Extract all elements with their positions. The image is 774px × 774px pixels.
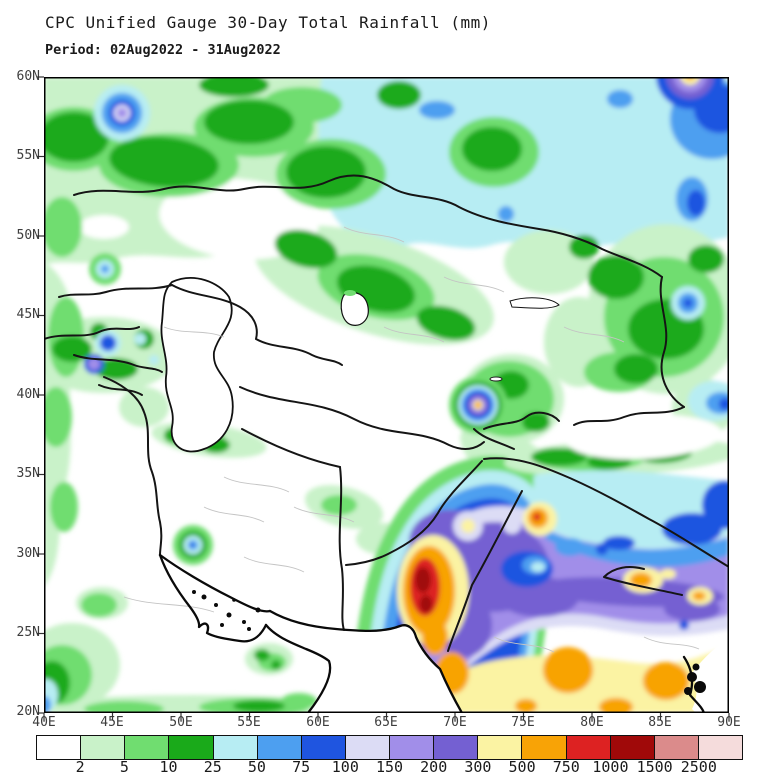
colorbar-cell: [478, 736, 523, 759]
colorbar: [36, 735, 743, 760]
lat-tick-label: 35N: [16, 466, 40, 481]
colorbar-cell: [345, 736, 390, 759]
lon-tick-label: 45E: [100, 715, 124, 730]
colorbar-level-label: 300: [464, 758, 492, 774]
lat-tick-label: 40N: [16, 387, 40, 402]
colorbar-cell: [81, 736, 126, 759]
lat-tick-label: 25N: [16, 625, 40, 640]
lon-tick-label: 65E: [374, 715, 398, 730]
colorbar-level-label: 10: [159, 758, 178, 774]
colorbar-cell: [610, 736, 655, 759]
colorbar-level-label: 750: [552, 758, 580, 774]
colorbar-cell: [37, 736, 82, 759]
coastlines: [158, 553, 706, 713]
colorbar-level-label: 500: [508, 758, 536, 774]
lon-tick-label: 55E: [237, 715, 261, 730]
lat-tick-label: 60N: [16, 69, 40, 84]
period-subtitle: Period: 02Aug2022 - 31Aug2022: [45, 42, 281, 58]
lon-tick-label: 80E: [580, 715, 604, 730]
colorbar-cell: [654, 736, 699, 759]
lat-tick-label: 20N: [16, 704, 40, 719]
lat-tick-label: 30N: [16, 546, 40, 561]
lon-tick-label: 85E: [648, 715, 672, 730]
colorbar-level-label: 25: [203, 758, 222, 774]
colorbar-level-label: 100: [331, 758, 359, 774]
colorbar-cell: [257, 736, 302, 759]
colorbar-level-label: 5: [119, 758, 129, 774]
lon-tick-label: 40E: [32, 715, 56, 730]
lon-tick-label: 90E: [717, 715, 741, 730]
colorbar-cell: [390, 736, 435, 759]
colorbar-level-label: 50: [247, 758, 266, 774]
lon-tick-label: 70E: [443, 715, 467, 730]
colorbar-cell: [169, 736, 214, 759]
colorbar-level-label: 2500: [680, 758, 717, 774]
lat-tick-label: 45N: [16, 307, 40, 322]
rainfall-shading: [44, 77, 729, 713]
colorbar-level-label: 1000: [592, 758, 629, 774]
colorbar-level-label: 1500: [636, 758, 673, 774]
lat-tick-label: 55N: [16, 148, 40, 163]
colorbar-cell: [301, 736, 346, 759]
colorbar-level-label: 75: [292, 758, 311, 774]
page-title: CPC Unified Gauge 30-Day Total Rainfall …: [45, 13, 491, 32]
lakes: [160, 277, 560, 453]
admin-boundaries: [123, 226, 700, 653]
colorbar-cell: [213, 736, 258, 759]
lon-tick-label: 75E: [511, 715, 535, 730]
colorbar-cell: [125, 736, 170, 759]
colorbar-cell: [698, 736, 742, 759]
colorbar-cell: [434, 736, 479, 759]
lat-tick-label: 50N: [16, 228, 40, 243]
colorbar-level-label: 150: [375, 758, 404, 774]
lon-tick-label: 50E: [169, 715, 193, 730]
colorbar-level-label: 200: [420, 758, 448, 774]
colorbar-cell: [522, 736, 567, 759]
rainfall-map: [37, 76, 730, 720]
lon-tick-label: 60E: [306, 715, 330, 730]
colorbar-labels: 2 5 10 25 50 75 100 150 200 300 500 750 …: [36, 758, 743, 774]
map-frame: [37, 76, 730, 720]
country-borders: [44, 174, 729, 652]
colorbar-cell: [566, 736, 611, 759]
colorbar-level-label: 2: [75, 758, 85, 774]
